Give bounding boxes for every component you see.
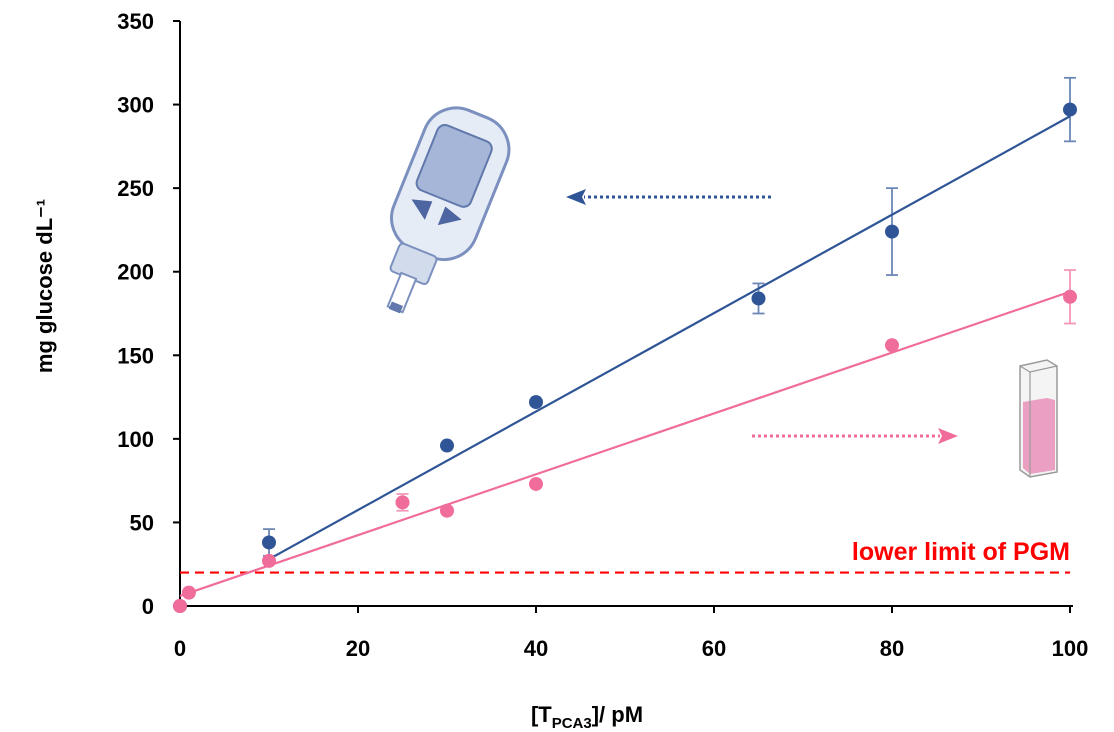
- x-ticks: 0 20 40 60 80 100: [174, 606, 1088, 661]
- series-layer: [173, 76, 1077, 613]
- x-tick-label: 40: [524, 636, 548, 661]
- blue-arrow: [566, 189, 771, 205]
- data-point: [395, 495, 410, 510]
- cuvette-icon: [1019, 359, 1058, 478]
- y-tick-label: 150: [117, 343, 154, 368]
- data-point: [173, 599, 187, 613]
- data-point: [440, 438, 454, 453]
- y-axis-title: mg glucose dL⁻¹: [32, 199, 57, 373]
- data-point: [885, 338, 899, 353]
- glucose-meter-icon: [386, 106, 511, 314]
- y-tick-label: 0: [142, 594, 154, 619]
- series-0: [173, 76, 1077, 613]
- fit-line: [268, 115, 1071, 561]
- series-1: [173, 269, 1077, 613]
- x-axis-title-tail: ]/ pM: [592, 702, 643, 727]
- x-axis-title-main: [T: [531, 702, 552, 727]
- x-tick-label: 20: [346, 636, 370, 661]
- data-point: [1063, 102, 1077, 117]
- data-point: [1063, 289, 1077, 304]
- x-tick-label: 0: [174, 636, 186, 661]
- fit-line: [179, 290, 1071, 598]
- y-tick-label: 350: [117, 9, 154, 34]
- data-point: [751, 291, 766, 306]
- y-tick-label: 100: [117, 427, 154, 452]
- y-tick-label: 50: [130, 510, 154, 535]
- y-tick-label: 200: [117, 260, 154, 285]
- data-point: [885, 224, 899, 239]
- threshold-label: lower limit of PGM: [852, 538, 1070, 566]
- data-point: [262, 535, 276, 550]
- x-axis-title-sub: PCA3: [552, 715, 592, 732]
- x-tick-label: 100: [1052, 636, 1089, 661]
- data-point: [529, 476, 543, 491]
- data-point: [440, 503, 454, 518]
- data-point: [181, 585, 196, 600]
- data-point: [529, 395, 543, 410]
- y-tick-label: 250: [117, 176, 154, 201]
- pink-arrow: [752, 428, 958, 444]
- x-tick-label: 80: [880, 636, 904, 661]
- x-axis-title: [TPCA3]/ pM: [531, 702, 643, 732]
- data-point: [262, 553, 276, 568]
- x-tick-label: 60: [702, 636, 726, 661]
- y-ticks: 0 50 100 150 200 250 300 350: [117, 9, 180, 619]
- y-tick-label: 300: [117, 93, 154, 118]
